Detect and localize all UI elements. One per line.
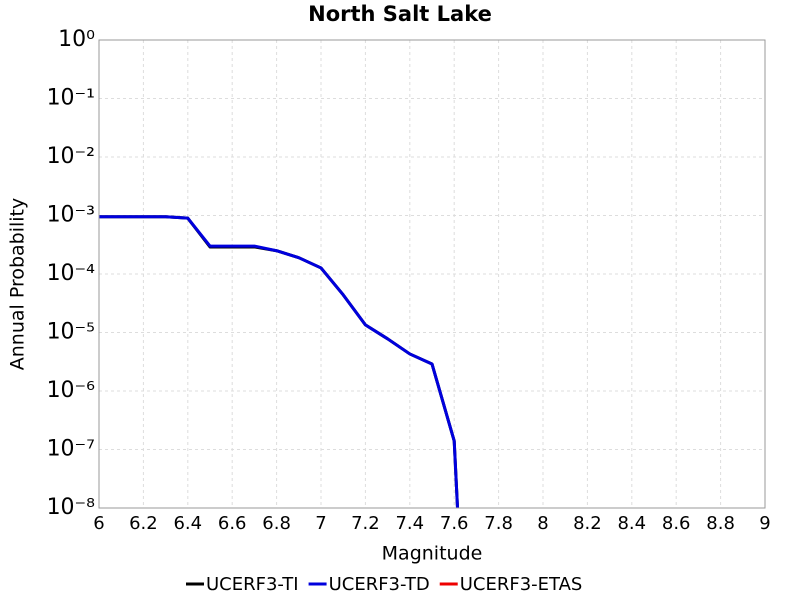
x-tick-label: 7.6 bbox=[440, 513, 469, 534]
legend: UCERF3-TI UCERF3-TD UCERF3-ETAS bbox=[186, 574, 582, 595]
plot-lines bbox=[99, 215, 460, 508]
y-tick-label: 10⁻⁶ bbox=[47, 378, 96, 403]
y-axis-label: Annual Probability bbox=[7, 198, 29, 371]
x-tick-label: 7.4 bbox=[395, 513, 424, 534]
x-tick-label: 8.8 bbox=[706, 513, 735, 534]
chart-title: North Salt Lake bbox=[308, 2, 492, 26]
x-tick-label: 7.8 bbox=[484, 513, 513, 534]
x-tick-label: 9 bbox=[759, 513, 770, 534]
x-tick-label: 6 bbox=[93, 513, 104, 534]
series-line bbox=[99, 215, 460, 508]
x-tick-label: 7.2 bbox=[351, 513, 380, 534]
grid bbox=[98, 39, 766, 509]
x-tick-label: 6.4 bbox=[173, 513, 202, 534]
x-tick-label: 8.4 bbox=[617, 513, 646, 534]
x-tick-label: 6.2 bbox=[129, 513, 158, 534]
y-tick-label: 10⁻⁸ bbox=[47, 495, 96, 520]
plot-frame bbox=[98, 39, 766, 509]
y-tick-label: 10⁻⁵ bbox=[47, 320, 95, 345]
x-tick-label: 8.6 bbox=[662, 513, 691, 534]
y-tick-label: 10⁻¹ bbox=[47, 86, 95, 111]
y-tick-label: 10⁻⁷ bbox=[47, 437, 95, 462]
x-tick-label: 6.6 bbox=[218, 513, 247, 534]
x-tick-label: 8 bbox=[537, 513, 548, 534]
y-tick-label: 10⁻² bbox=[47, 144, 95, 169]
x-tick-label: 7 bbox=[315, 513, 326, 534]
x-axis-label: Magnitude bbox=[382, 543, 483, 565]
x-tick-label: 6.8 bbox=[262, 513, 291, 534]
legend-label: UCERF3-TI bbox=[206, 574, 299, 595]
y-tick-label: 10⁰ bbox=[58, 27, 95, 52]
x-tick-label: 8.2 bbox=[573, 513, 602, 534]
legend-label: UCERF3-ETAS bbox=[460, 574, 583, 595]
y-tick-label: 10⁻⁴ bbox=[47, 261, 96, 286]
y-tick-label: 10⁻³ bbox=[47, 203, 95, 228]
legend-label: UCERF3-TD bbox=[329, 574, 430, 595]
